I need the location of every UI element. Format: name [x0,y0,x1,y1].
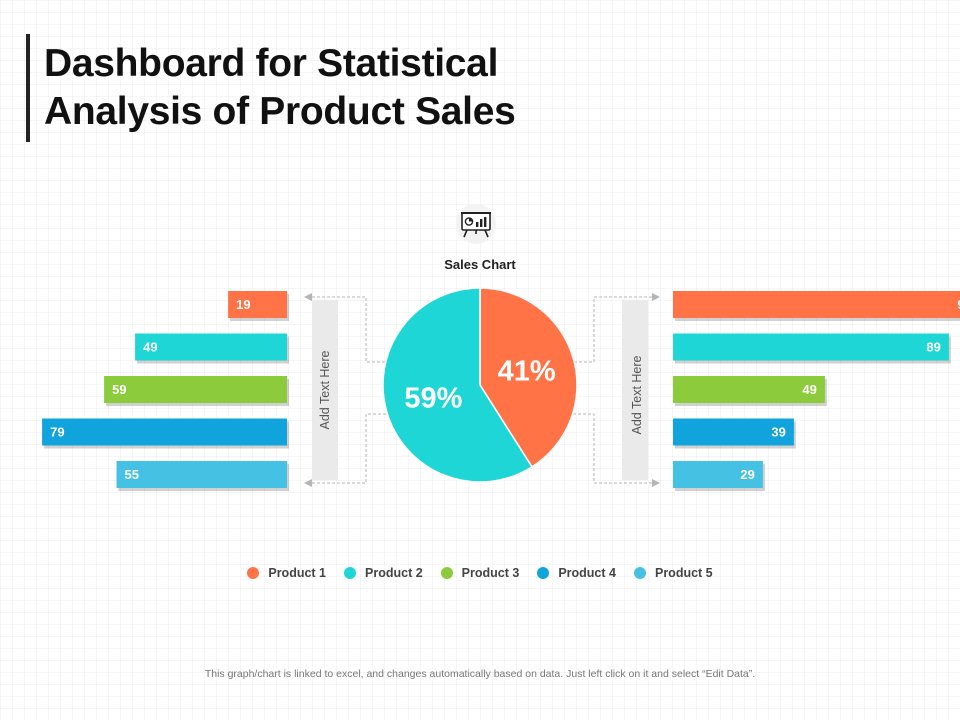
legend: Product 1 Product 2 Product 3 Product 4 Prod… [0,566,960,580]
left-bar-4 [42,418,287,446]
right-bar-group: 99 89 49 39 29 [673,291,960,491]
right-arrow-top [652,293,660,301]
right-connector [572,296,652,484]
left-bar-value-4: 79 [50,425,64,440]
left-arrow-top [304,293,312,301]
left-bar-1 [228,291,287,318]
right-bar-value-1: 99 [957,297,960,312]
legend-label-1: Product 1 [268,566,327,580]
legend-label-5: Product 5 [654,566,713,580]
right-text-panel [622,300,648,480]
legend-dot-3 [440,567,453,579]
left-bar-group: 19 49 59 79 55 [42,291,289,491]
legend-dot-5 [633,567,646,579]
footer-note: This graph/chart is linked to excel, and… [204,668,756,680]
left-bar-value-5: 55 [125,467,139,482]
presentation-board-icon [456,204,496,244]
right-bar-value-3: 49 [802,382,816,397]
left-bar-5 [116,461,287,488]
pie-slice-label-2: 59% [404,383,462,415]
right-bar-value-4: 39 [771,425,785,440]
title-accent-bar [26,34,30,142]
left-bar-value-3: 59 [112,382,126,397]
right-arrow-bottom [652,479,660,487]
legend-dot-1 [247,567,260,579]
legend-dot-4 [537,567,550,579]
right-bar-3 [673,376,825,403]
legend-label-2: Product 2 [365,566,423,580]
legend-dot-2 [344,567,357,579]
right-bar-4 [673,418,794,446]
legend-item-3: Product 3 [440,566,520,580]
right-bar-1 [673,291,960,318]
right-bar-5 [673,461,763,488]
legend-item-1: Product 1 [247,566,326,580]
legend-item-2: Product 2 [344,566,423,580]
legend-item-5: Product 5 [633,566,713,580]
chart-title: Sales Chart [444,257,516,272]
left-bar-3 [104,376,287,403]
left-bar-value-1: 19 [236,297,250,312]
legend-item-4: Product 4 [537,566,616,580]
right-bar-2 [673,333,949,361]
page-title: Dashboard for Statistical Analysis of Pr… [44,40,516,136]
left-arrow-bottom [304,479,312,487]
legend-label-4: Product 4 [558,566,616,580]
legend-label-3: Product 3 [461,566,520,580]
left-connector [312,296,388,484]
left-text-panel [312,300,338,480]
pie-slice-label-1: 41% [498,356,556,388]
page-title-line-1: Dashboard for Statistical [44,42,499,85]
left-side-label: Add Text Here [318,350,332,429]
left-bar-value-2: 49 [143,340,157,355]
page-title-line-2: Analysis of Product Sales [44,90,516,133]
pie-chart: 41% 59% [382,287,578,483]
right-bar-value-2: 89 [926,340,940,355]
pie-slice-2 [382,287,534,483]
right-bar-value-5: 29 [740,467,754,482]
right-side-label: Add Text Here [630,355,644,434]
left-bar-2 [135,333,287,361]
